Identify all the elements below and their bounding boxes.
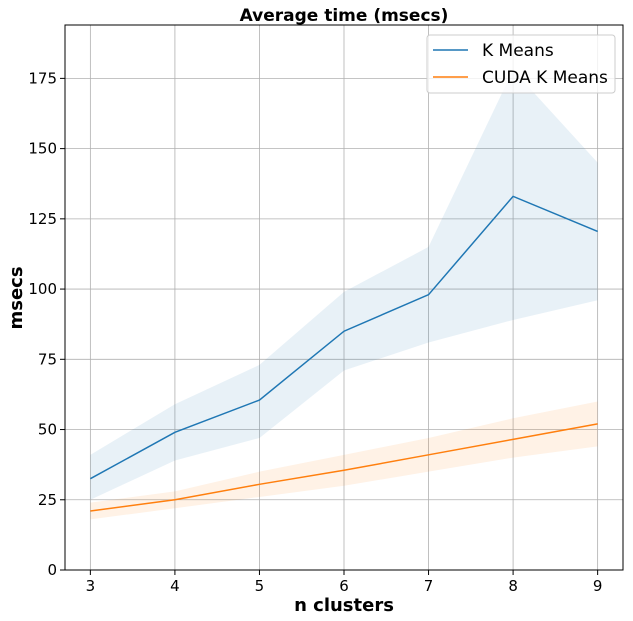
- y-tick-label: 100: [28, 280, 57, 298]
- band-cuda-k-means: [90, 401, 598, 520]
- x-tick-label: 8: [508, 577, 518, 595]
- chart-title: Average time (msecs): [240, 6, 449, 26]
- y-tick-label: 25: [38, 491, 57, 509]
- legend-label-k-means: K Means: [482, 41, 554, 61]
- x-axis-title: n clusters: [294, 595, 394, 616]
- y-tick-label: 175: [28, 69, 57, 87]
- x-tick-label: 4: [170, 577, 180, 595]
- y-tick-label: 50: [38, 421, 57, 439]
- legend: K Means CUDA K Means: [426, 34, 616, 94]
- legend-box: [426, 34, 616, 94]
- confidence-bands: [90, 69, 598, 520]
- band-k-means: [90, 69, 598, 500]
- legend-label-cuda-k-means: CUDA K Means: [482, 68, 608, 88]
- y-tick-label: 125: [28, 210, 57, 228]
- axis-ticks: 3 4 5 6 7 8 9 0 25 50 75 100 125 150 175: [28, 69, 602, 595]
- x-tick-label: 5: [255, 577, 265, 595]
- y-tick-label: 0: [47, 561, 57, 579]
- x-tick-label: 9: [593, 577, 603, 595]
- x-tick-label: 7: [424, 577, 434, 595]
- x-tick-label: 6: [339, 577, 349, 595]
- y-axis-title: msecs: [6, 266, 27, 329]
- x-tick-label: 3: [86, 577, 96, 595]
- y-tick-label: 150: [28, 140, 57, 158]
- series-lines: [90, 195, 598, 512]
- y-tick-label: 75: [38, 350, 57, 368]
